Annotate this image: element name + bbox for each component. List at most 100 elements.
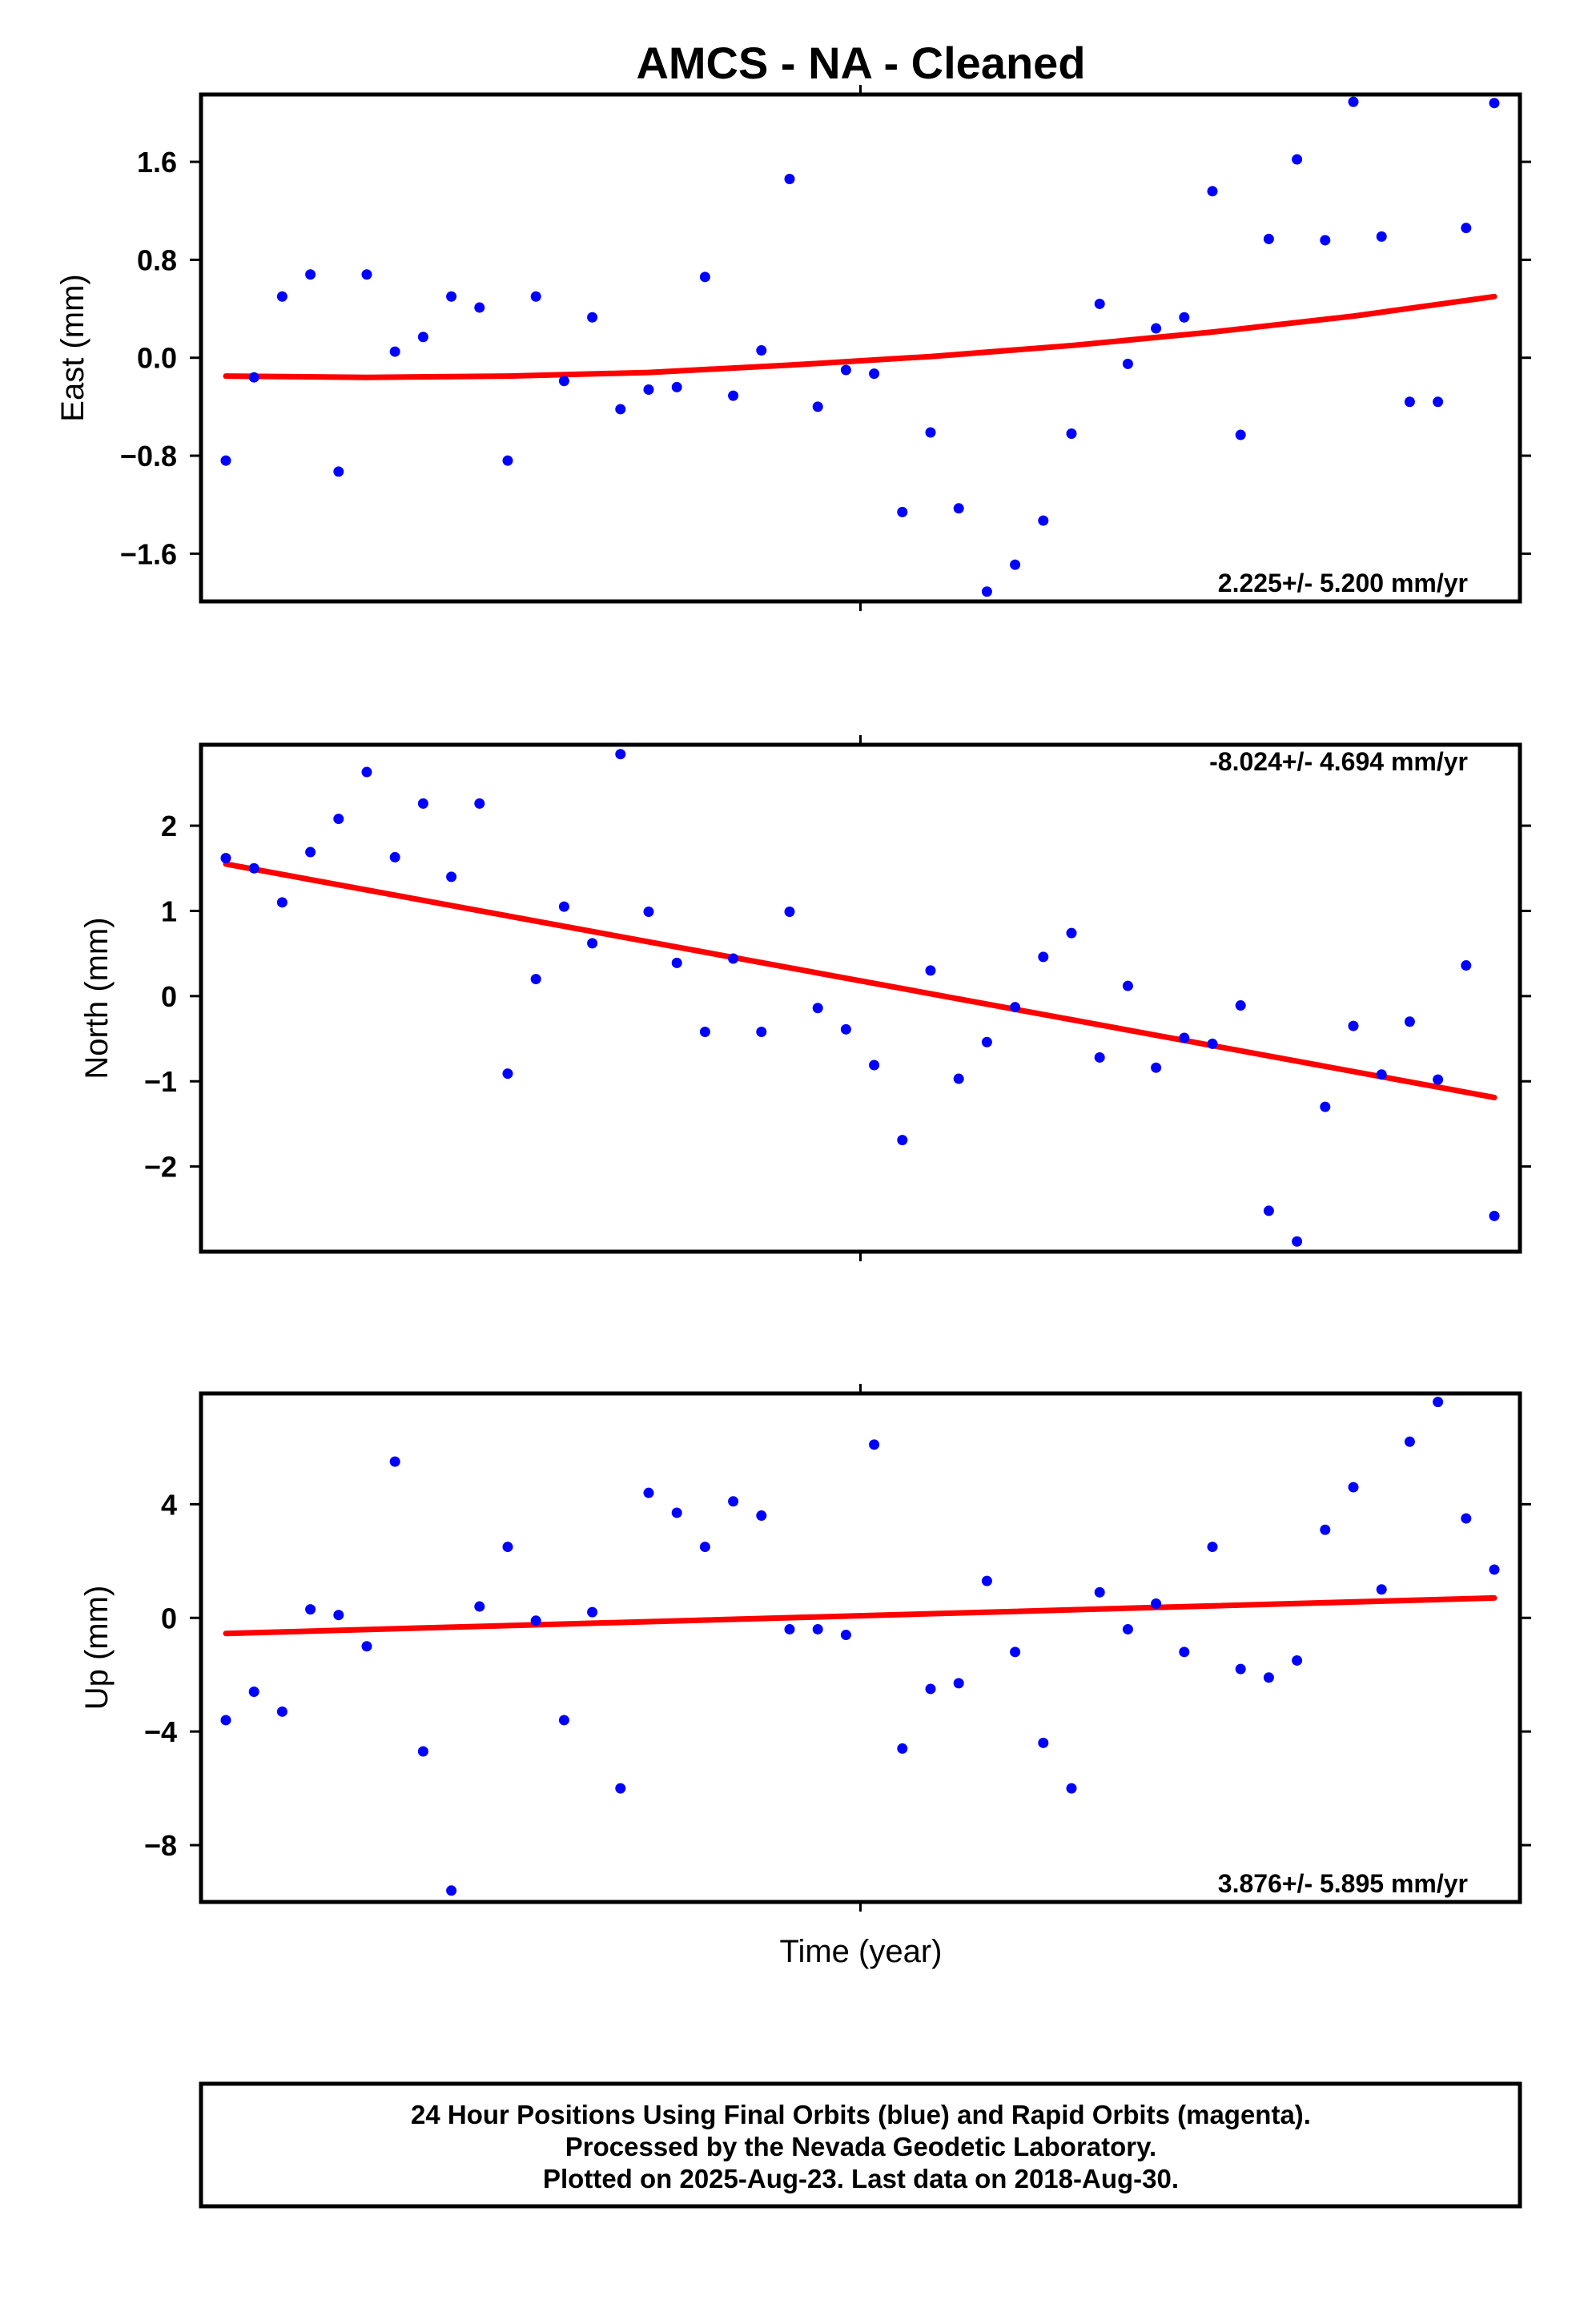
data-point <box>1461 1513 1472 1524</box>
data-point <box>1235 429 1246 440</box>
data-point <box>361 1641 372 1652</box>
y-axis-label: North (mm) <box>79 917 115 1079</box>
data-point <box>1376 1069 1387 1080</box>
trend-line <box>223 293 1498 380</box>
data-point <box>276 897 287 908</box>
rate-label: -8.024+/- 4.694 mm/yr <box>1209 747 1468 776</box>
data-point <box>558 1715 569 1726</box>
data-point <box>333 814 344 825</box>
figure-title: AMCS - NA - Cleaned <box>636 38 1085 88</box>
data-point <box>869 368 880 380</box>
data-point <box>1348 1482 1359 1493</box>
data-point <box>925 965 936 976</box>
data-point <box>728 390 739 401</box>
data-point <box>1122 358 1133 369</box>
data-point <box>220 455 231 466</box>
data-point <box>615 749 626 760</box>
data-point <box>1094 298 1105 309</box>
data-point <box>220 852 231 863</box>
data-point <box>1038 951 1049 963</box>
data-point <box>587 312 598 323</box>
data-point <box>981 1036 992 1047</box>
data-point <box>1207 186 1218 197</box>
trend-line <box>223 861 1498 1100</box>
data-point <box>361 766 372 778</box>
data-point <box>925 427 936 438</box>
data-point <box>1404 1016 1415 1027</box>
data-point <box>784 907 795 918</box>
data-point <box>1320 1101 1331 1112</box>
north-panel: 2 1 0 −1 −2 North (mm) -8.024+/- 4.694 mm/yr <box>79 735 1531 1261</box>
data-point <box>699 1542 710 1553</box>
data-point <box>417 1746 428 1757</box>
y-axis-label: Up (mm) <box>79 1586 115 1711</box>
data-point <box>1404 1436 1415 1447</box>
data-point <box>1348 1020 1359 1031</box>
data-point <box>756 345 767 356</box>
data-point <box>1292 154 1303 165</box>
y-tick-label: 0 <box>161 980 177 1013</box>
data-point <box>1376 1584 1387 1595</box>
data-point <box>1066 927 1077 939</box>
data-point <box>1094 1586 1105 1598</box>
data-point <box>1122 1623 1133 1634</box>
data-point <box>446 1885 457 1896</box>
data-point <box>220 1715 231 1726</box>
x-axis-label: Time (year) <box>780 1934 943 1969</box>
data-point <box>869 1059 880 1071</box>
data-point <box>1263 1205 1274 1216</box>
data-point <box>643 1487 654 1498</box>
data-point <box>1263 1672 1274 1683</box>
data-point <box>756 1027 767 1038</box>
y-tick-label: 0.0 <box>137 342 177 375</box>
footer-line-2: Processed by the Nevada Geodetic Laborat… <box>565 2132 1156 2161</box>
y-tick-label: 1 <box>161 895 177 927</box>
data-point <box>1433 396 1444 408</box>
data-point <box>276 1706 287 1717</box>
data-point <box>1010 1002 1021 1013</box>
y-tick-label: 0 <box>161 1602 177 1634</box>
data-point <box>1122 980 1133 991</box>
data-point <box>1489 1564 1500 1575</box>
data-point <box>643 907 654 918</box>
plot-frame <box>199 92 1522 604</box>
data-point <box>305 269 316 280</box>
data-point <box>1038 1737 1049 1748</box>
footer-frame <box>199 2081 1522 2209</box>
data-point <box>840 1630 851 1641</box>
y-tick-label: −1 <box>144 1065 177 1098</box>
data-point <box>417 332 428 343</box>
data-point <box>615 404 626 415</box>
data-point <box>248 862 259 874</box>
data-point <box>276 291 287 302</box>
data-point <box>1433 1397 1444 1408</box>
data-point <box>840 1023 851 1035</box>
data-point <box>1292 1655 1303 1666</box>
footer-line-1: 24 Hour Positions Using Final Orbits (bl… <box>411 2100 1311 2129</box>
data-point <box>558 376 569 387</box>
footer-box: 24 Hour Positions Using Final Orbits (bl… <box>199 2081 1522 2209</box>
data-point <box>1179 312 1190 323</box>
y-tick-label: 0.8 <box>137 243 177 276</box>
data-point <box>728 953 739 964</box>
plot-frame <box>199 742 1522 1254</box>
y-tick-label: −1.6 <box>120 537 177 570</box>
y-tick-label: 4 <box>161 1488 177 1521</box>
data-point <box>502 455 513 466</box>
data-point <box>812 401 823 412</box>
data-point <box>897 1135 908 1146</box>
data-point <box>671 957 682 968</box>
data-point <box>1263 233 1274 244</box>
data-point <box>474 798 485 809</box>
data-point <box>981 1575 992 1586</box>
data-point <box>361 269 372 280</box>
data-point <box>1320 1524 1331 1535</box>
data-point <box>1292 1236 1303 1247</box>
data-point <box>1179 1032 1190 1043</box>
data-point <box>1489 1210 1500 1221</box>
data-point <box>1066 428 1077 440</box>
data-point <box>1235 1663 1246 1675</box>
data-point <box>305 846 316 858</box>
data-point <box>953 1678 964 1689</box>
